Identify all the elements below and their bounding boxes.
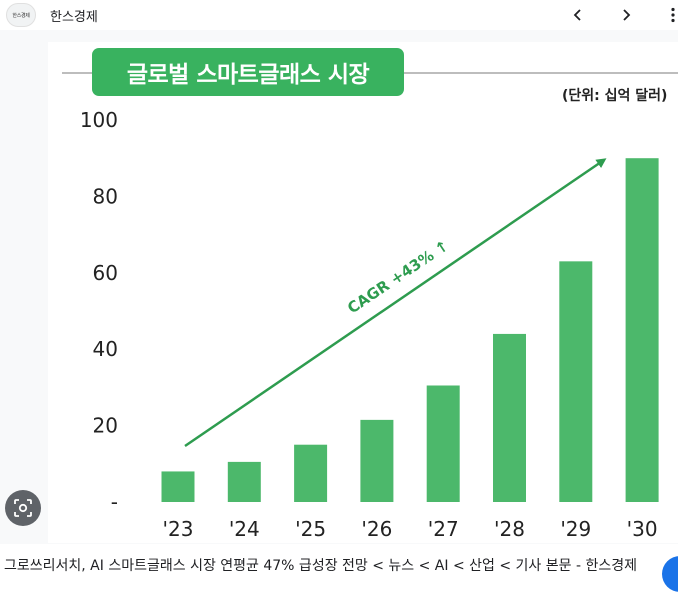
lens-search-icon	[14, 499, 32, 517]
top-bar: 한스경제 한스경제	[0, 0, 678, 30]
y-tick-label: 60	[93, 261, 118, 285]
bar-4	[426, 385, 460, 502]
chevron-right-icon	[623, 9, 631, 21]
chevron-left-icon	[573, 9, 581, 21]
y-tick-label: -	[111, 490, 118, 514]
x-tick-label: '24	[229, 517, 260, 541]
lens-search-button[interactable]	[5, 490, 41, 526]
more-vert-icon	[671, 7, 675, 23]
y-tick-label: 80	[93, 184, 118, 208]
assistant-button[interactable]	[662, 556, 678, 592]
cagr-annotation: CAGR +43% ↑	[344, 236, 452, 317]
bar-2	[294, 444, 328, 502]
prev-button[interactable]	[565, 2, 591, 28]
chart-title: 글로벌 스마트글래스 시장	[92, 48, 404, 96]
bar-5	[493, 333, 526, 502]
image-caption[interactable]: 그로쓰리서치, AI 스마트글래스 시장 연평균 47% 급성장 전망 < 뉴스…	[4, 558, 637, 574]
bar-3	[360, 419, 394, 502]
cagr-trend-arrow	[184, 158, 607, 448]
x-tick-label: '26	[361, 517, 392, 541]
next-button[interactable]	[613, 2, 639, 28]
bar-0	[161, 471, 195, 502]
y-tick-label: 20	[93, 414, 118, 438]
x-tick-label: '23	[163, 517, 194, 541]
bar-6	[559, 261, 593, 502]
bar-1	[227, 461, 261, 502]
chart-unit: (단위: 십억 달러)	[562, 88, 668, 104]
x-tick-label: '29	[560, 517, 591, 541]
x-tick-label: '30	[627, 517, 658, 541]
site-logo[interactable]: 한스경제	[6, 3, 36, 27]
more-options-button[interactable]	[660, 2, 678, 28]
x-tick-label: '28	[494, 517, 525, 541]
site-name[interactable]: 한스경제	[50, 10, 98, 25]
y-tick-label: 40	[93, 337, 118, 361]
y-tick-label: 100	[80, 108, 118, 132]
bar-7	[625, 158, 659, 502]
bar-chart: - 20 40 60 80 100 '23 '24 '25 '26 '27 '28 '29 '30 CAG…	[80, 108, 659, 541]
x-tick-label: '27	[428, 517, 459, 541]
x-tick-label: '25	[295, 517, 326, 541]
